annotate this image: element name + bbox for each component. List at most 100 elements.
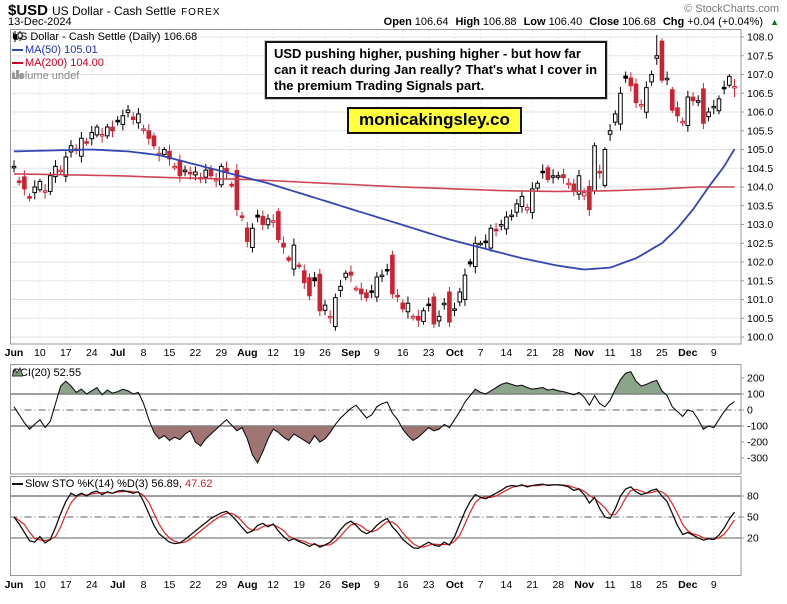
low-value: 106.40 (548, 16, 583, 28)
svg-text:-100: -100 (747, 421, 768, 433)
x-axis-tick-label: Aug (237, 347, 258, 359)
x-axis-tick-label: 9 (373, 579, 380, 591)
chart-date: 13-Dec-2024 (8, 16, 72, 28)
high-value: 106.88 (482, 16, 517, 28)
cci-area-icon (12, 367, 23, 377)
candlestick-icon (13, 31, 23, 42)
price-legend-title: US Dollar - Cash Settle (Daily) 106.68 (12, 31, 198, 43)
stochastic-indicator-panel: 80 50 20 (10, 476, 759, 576)
x-axis-tick-label: 22 (189, 347, 202, 359)
svg-text:107.0: 107.0 (747, 69, 773, 81)
price-candlestick-panel: 108.0 107.5 107.0 106.5 106.0 105.5 105.0 104.5… (10, 29, 773, 345)
x-axis-tick-label: 8 (140, 347, 147, 359)
x-axis-tick-label: 11 (604, 579, 616, 591)
x-axis-tick-label: 8 (140, 579, 147, 591)
x-axis-tick-label: Nov (574, 347, 595, 359)
stochastic-legend-row: Slow STO %K(14) %D(3) 56.89, 47.62 (12, 478, 213, 491)
cci-indicator-panel: 200 100 0 -100 -200 -300 (10, 364, 768, 475)
svg-text:100.0: 100.0 (747, 332, 773, 344)
ma200-legend-row: MA(200) 104.00 (12, 57, 197, 70)
svg-text:106.5: 106.5 (747, 88, 773, 100)
x-axis-tick-label: 16 (396, 579, 409, 591)
x-axis-tick-label: 11 (604, 347, 616, 359)
x-axis-labels-bottom: Jun 10 17 24 Jul 8 15 22 29 Aug 12 19 26 Sep 9 16 23 Oct 7… (0, 579, 787, 594)
annotation-note: USD pushing higher, pushing higher - but… (265, 41, 607, 99)
svg-text:103.5: 103.5 (747, 200, 773, 212)
ma200-line-swatch-icon (12, 62, 23, 65)
exchange-label: FOREX (181, 7, 221, 18)
svg-text:106.0: 106.0 (747, 107, 773, 119)
x-axis-tick-label: 26 (319, 347, 331, 359)
x-axis-tick-label: 12 (267, 579, 280, 591)
x-axis-tick-label: 9 (373, 347, 380, 359)
low-label: Low (523, 16, 546, 28)
chg-label: Chg (662, 16, 685, 28)
open-value: 106.64 (414, 16, 449, 28)
change-up-arrow-icon: ▲ (770, 17, 779, 27)
cci-legend-row: CCI(20) 52.55 (12, 367, 81, 380)
x-axis-tick-label: 14 (500, 579, 513, 591)
price-legend: US Dollar - Cash Settle (Daily) 106.68 M… (12, 31, 197, 83)
x-axis-tick-label: Oct (445, 579, 464, 591)
watermark-label: monicakingsley.co (347, 107, 522, 134)
x-axis-tick-label: Dec (678, 347, 698, 359)
x-axis-tick-label: 25 (656, 347, 668, 359)
x-axis-tick-label: Nov (574, 579, 595, 591)
x-axis-tick-label: Jun (4, 347, 24, 359)
volume-legend: Volume undef (12, 70, 80, 82)
ma50-legend-row: MA(50) 105.01 (12, 44, 197, 57)
x-axis-tick-label: Jun (4, 579, 24, 591)
x-axis-tick-label: 25 (656, 579, 668, 591)
x-axis-tick-label: 23 (422, 347, 435, 359)
x-axis-tick-label: 29 (215, 347, 228, 359)
sto-line-swatch-icon (12, 483, 23, 486)
sto-legend-black: Slow STO %K(14) %D(3) 56.89, (25, 478, 182, 490)
x-axis-tick-label: 14 (500, 347, 513, 359)
svg-text:104.0: 104.0 (747, 182, 773, 194)
close-value: 106.68 (622, 16, 656, 28)
x-axis-tick-label: 10 (34, 579, 46, 591)
svg-text:200: 200 (747, 373, 765, 385)
sto-legend-red-value: 47.62 (184, 478, 213, 490)
x-axis-tick-label: 12 (267, 347, 280, 359)
x-axis-tick-label: 18 (630, 579, 642, 591)
ohlc-quote: Open 106.64 High 106.88 Low 106.40 Close 106.68… (384, 16, 779, 28)
x-axis-tick-label: 15 (163, 579, 176, 591)
x-axis-tick-label: Jul (110, 347, 126, 359)
security-name: US Dollar - Cash Settle (52, 4, 177, 18)
x-axis-tick-label: 15 (163, 347, 176, 359)
close-label: Close (589, 16, 620, 28)
svg-text:80: 80 (747, 491, 759, 503)
chart-header: $USD US Dollar - Cash Settle FOREX © Stock… (8, 2, 781, 29)
svg-text:104.5: 104.5 (747, 163, 773, 175)
ma200-legend: MA(200) 104.00 (25, 57, 104, 69)
svg-text:0: 0 (747, 405, 753, 417)
svg-text:105.0: 105.0 (747, 144, 773, 156)
x-axis-tick-label: Jul (110, 579, 126, 591)
x-axis-tick-label: Sep (341, 347, 361, 359)
x-axis-tick-label: 9 (710, 347, 717, 359)
high-label: High (455, 16, 480, 28)
ticker-symbol: $USD (8, 2, 49, 19)
x-axis-tick-label: Oct (445, 347, 464, 359)
svg-text:102.0: 102.0 (747, 257, 773, 269)
svg-text:103.0: 103.0 (747, 219, 773, 231)
x-axis-tick-label: 24 (85, 579, 98, 591)
x-axis-tick-label: 24 (85, 347, 98, 359)
x-axis-tick-label: 17 (59, 579, 72, 591)
copyright-label: © StockCharts.com (684, 3, 779, 15)
x-axis-tick-label: 17 (59, 347, 72, 359)
svg-text:100: 100 (747, 389, 765, 401)
x-axis-tick-label: 22 (189, 579, 202, 591)
x-axis-tick-label: 29 (215, 579, 228, 591)
x-axis-tick-label: Dec (678, 579, 698, 591)
x-axis-tick-label: 28 (552, 347, 565, 359)
svg-text:102.5: 102.5 (747, 238, 773, 250)
x-axis-tick-label: 21 (526, 347, 539, 359)
header-line-2: 13-Dec-2024 Open 106.64 High 106.88 Low 106.4… (8, 16, 781, 29)
cci-legend: CCI(20) 52.55 (12, 367, 82, 379)
svg-text:105.5: 105.5 (747, 125, 773, 137)
x-axis-labels-top: Jun 10 17 24 Jul 8 15 22 29 Aug 12 19 26 Sep 9 16 23 Oct 7… (0, 347, 787, 362)
x-axis-tick-label: 21 (526, 579, 539, 591)
